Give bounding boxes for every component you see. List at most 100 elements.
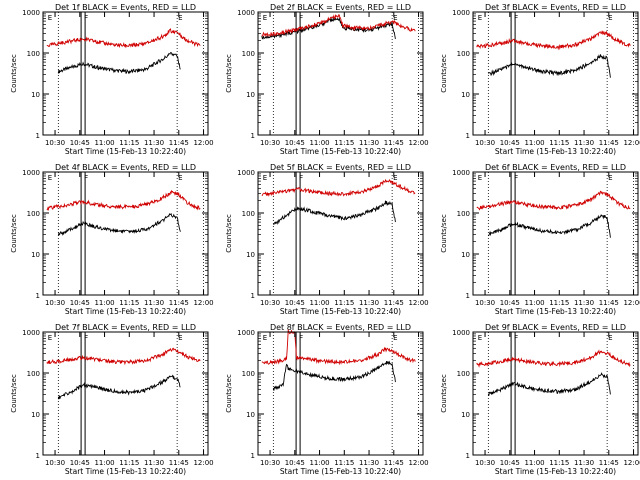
y-tick-label: 1 <box>251 132 255 140</box>
x-tick-label: 11:45 <box>599 459 619 467</box>
x-tick-label: 10:30 <box>260 299 280 307</box>
x-tick-label: 11:15 <box>549 459 569 467</box>
segment-letter: F <box>299 174 303 182</box>
x-tick-label: 10:30 <box>260 139 280 147</box>
x-tick-label: 11:15 <box>119 139 139 147</box>
x-tick-label: 11:00 <box>309 459 329 467</box>
events-series-line <box>57 374 181 400</box>
y-tick-label: 100 <box>27 370 40 378</box>
x-tick-label: 10:30 <box>260 459 280 467</box>
y-tick-label: 10 <box>461 91 470 99</box>
x-axis-label: Start Time (15-Feb-13 10:22:40) <box>495 307 616 316</box>
x-tick-label: 10:30 <box>45 299 65 307</box>
plot-frame <box>42 331 209 456</box>
x-tick-label: 11:15 <box>334 139 354 147</box>
x-tick-label: 11:00 <box>94 139 114 147</box>
x-tick-label: 11:30 <box>144 299 164 307</box>
x-tick-label: 10:30 <box>45 139 65 147</box>
y-tick-label: 1000 <box>237 329 255 337</box>
x-tick-label: 10:30 <box>45 459 65 467</box>
y-tick-label: 100 <box>457 50 470 58</box>
segment-letter: E <box>263 334 267 342</box>
y-tick-label: 100 <box>27 210 40 218</box>
y-tick-label: 100 <box>27 50 40 58</box>
x-tick-label: 10:45 <box>285 139 305 147</box>
y-tick-label: 1000 <box>237 169 255 177</box>
x-tick-label: 10:30 <box>475 139 495 147</box>
y-tick-label: 1 <box>251 292 255 300</box>
y-tick-label: 10 <box>461 411 470 419</box>
segment-letter: E <box>263 14 267 22</box>
panel-title: Det 6f BLACK = Events, RED = LLD <box>485 163 626 172</box>
y-axis-label: Counts/sec <box>225 374 233 413</box>
x-tick-label: 11:15 <box>334 459 354 467</box>
x-axis-label: Start Time (15-Feb-13 10:22:40) <box>495 147 616 156</box>
x-tick-label: 12:00 <box>623 459 640 467</box>
segment-letter: E <box>478 174 482 182</box>
x-tick-label: 11:30 <box>144 139 164 147</box>
y-tick-label: 1000 <box>237 9 255 17</box>
x-tick-label: 11:00 <box>309 139 329 147</box>
events-series-line <box>487 213 611 238</box>
x-axis-label: Start Time (15-Feb-13 10:22:40) <box>65 147 186 156</box>
x-tick-label: 11:45 <box>384 459 404 467</box>
x-axis-label: Start Time (15-Feb-13 10:22:40) <box>280 467 401 476</box>
events-series-line <box>261 17 396 40</box>
x-tick-label: 11:00 <box>524 299 544 307</box>
segment-letter: F <box>514 174 518 182</box>
y-tick-label: 100 <box>242 50 255 58</box>
x-tick-label: 10:45 <box>70 459 90 467</box>
x-axis-label: Start Time (15-Feb-13 10:22:40) <box>65 467 186 476</box>
x-tick-label: 10:45 <box>500 459 520 467</box>
plot-frame <box>257 171 424 296</box>
x-tick-label: 12:00 <box>623 299 640 307</box>
x-axis-label: Start Time (15-Feb-13 10:22:40) <box>65 307 186 316</box>
segment-letter: E <box>178 174 182 182</box>
y-tick-label: 10 <box>246 251 255 259</box>
events-series-line <box>272 360 396 391</box>
x-tick-label: 11:30 <box>359 139 379 147</box>
segment-letter: E <box>178 334 182 342</box>
x-tick-label: 10:45 <box>500 139 520 147</box>
segment-letter: F <box>299 14 303 22</box>
segment-letter: E <box>608 174 612 182</box>
x-tick-label: 11:00 <box>94 459 114 467</box>
x-tick-label: 10:45 <box>285 459 305 467</box>
y-axis-label: Counts/sec <box>10 54 18 93</box>
x-tick-label: 10:45 <box>70 299 90 307</box>
x-tick-label: 11:45 <box>169 459 189 467</box>
events-series-line <box>57 51 181 75</box>
segment-letter: F <box>84 334 88 342</box>
events-series-line <box>487 372 611 396</box>
y-tick-label: 10 <box>31 411 40 419</box>
x-tick-label: 11:30 <box>359 299 379 307</box>
x-tick-label: 11:45 <box>169 139 189 147</box>
y-tick-label: 1 <box>36 292 40 300</box>
x-tick-label: 11:00 <box>94 299 114 307</box>
y-tick-label: 10 <box>461 251 470 259</box>
x-tick-label: 11:45 <box>599 139 619 147</box>
x-tick-label: 10:45 <box>500 299 520 307</box>
y-tick-label: 100 <box>242 370 255 378</box>
events-series-line <box>488 54 611 78</box>
panel-title: Det 1f BLACK = Events, RED = LLD <box>55 3 196 12</box>
x-axis-label: Start Time (15-Feb-13 10:22:40) <box>280 147 401 156</box>
plot-frame <box>257 11 424 136</box>
y-tick-label: 1 <box>36 132 40 140</box>
lld-series-line <box>476 190 631 211</box>
y-axis-label: Counts/sec <box>440 374 448 413</box>
y-tick-label: 10 <box>31 91 40 99</box>
x-tick-label: 12:00 <box>623 139 640 147</box>
y-tick-label: 1 <box>36 452 40 460</box>
y-axis-label: Counts/sec <box>440 214 448 253</box>
x-tick-label: 11:15 <box>119 459 139 467</box>
panel-title: Det 8f BLACK = Events, RED = LLD <box>270 323 411 332</box>
segment-letter: F <box>84 174 88 182</box>
lld-series-line <box>261 178 416 197</box>
y-tick-label: 1 <box>466 292 470 300</box>
panel-title: Det 2f BLACK = Events, RED = LLD <box>270 3 411 12</box>
